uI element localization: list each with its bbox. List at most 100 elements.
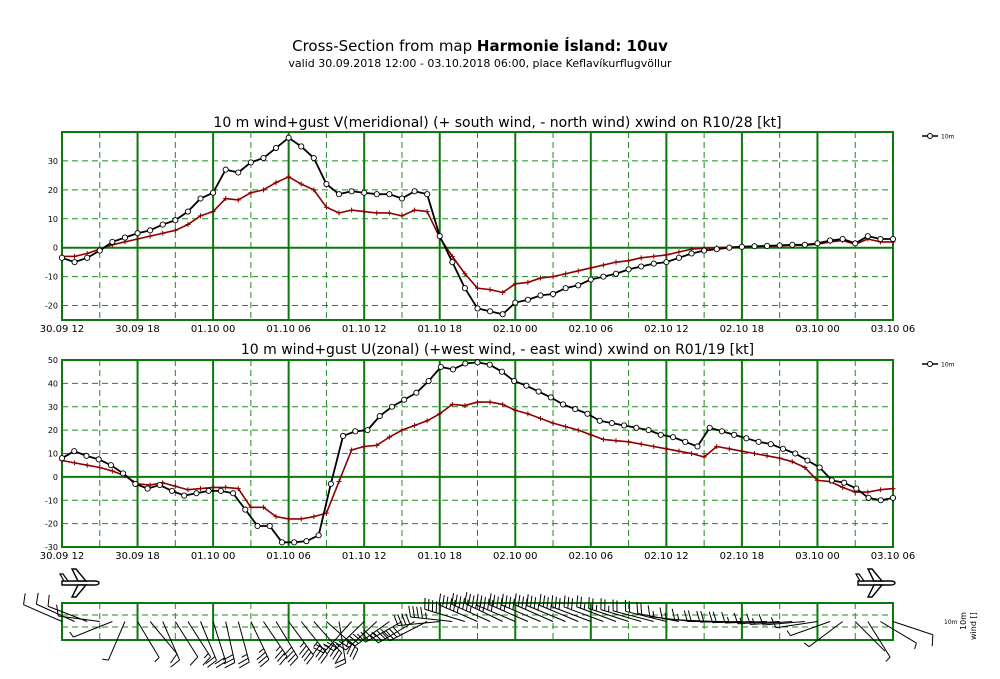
wind-series-point <box>755 438 762 445</box>
wind-barb-feather <box>492 594 496 607</box>
wind-series-point <box>738 243 745 250</box>
wind-barb-feather <box>336 643 347 651</box>
gust-series-point <box>563 271 569 277</box>
wind-barb-half-feather <box>885 656 891 662</box>
gust-series-point <box>412 207 418 213</box>
wind-series-point <box>537 292 544 299</box>
wind-barb-half-feather <box>275 646 281 652</box>
wind-series-point <box>839 235 846 243</box>
gust-series-point <box>311 187 317 193</box>
wind-series-point <box>217 487 224 494</box>
wind-barb-feather <box>329 646 337 657</box>
wind-barb-staff <box>762 621 805 626</box>
wind-barb-feather <box>258 655 268 664</box>
wind-barb-feather <box>285 650 295 660</box>
gust-series-point <box>726 446 732 452</box>
wind-barb <box>854 621 886 652</box>
wind-barb-staff <box>73 621 113 638</box>
wind-barb <box>137 621 160 663</box>
wind-barb-feather <box>746 613 751 625</box>
wind-barb-feather <box>283 646 293 656</box>
wind-series-point <box>731 431 738 438</box>
gust-series-point <box>198 486 203 492</box>
wind-barb-feather <box>256 651 266 661</box>
wind-series-point <box>235 169 242 176</box>
gust-series-point <box>286 516 292 522</box>
wind-barb <box>174 621 199 666</box>
wind-series-point <box>134 230 141 237</box>
wind-barb <box>275 621 299 667</box>
wind-barb-feather <box>324 644 335 652</box>
gust-series-point <box>613 438 619 444</box>
wind-barb-staff <box>737 621 780 625</box>
wind-barb <box>381 621 428 642</box>
wind-barb-half-feather <box>583 603 586 610</box>
wind-barb <box>600 598 642 622</box>
wind-barb-staff <box>345 621 378 651</box>
wind-barb-feather <box>700 610 705 623</box>
wind-barb <box>746 613 793 625</box>
wind-barb-staff <box>514 604 554 622</box>
wind-barb-feather <box>683 610 688 622</box>
gust-series-point <box>311 514 317 520</box>
wind-series-point <box>779 445 787 452</box>
wind-series-point <box>71 259 78 266</box>
wind-barb <box>438 593 478 622</box>
wind-barb-feather <box>512 598 515 610</box>
wind-barb-half-feather <box>258 648 265 653</box>
wind-barb <box>551 595 591 622</box>
wind-barb-feather <box>462 597 465 610</box>
wind-series-point <box>776 242 783 249</box>
wind-barb <box>324 621 365 652</box>
wind-series-point <box>675 254 683 261</box>
gust-series-point <box>273 514 279 520</box>
gust-series-point <box>877 487 883 493</box>
wind-barb-feather <box>352 649 359 660</box>
barb-quantity-label-line1: 10m <box>959 612 968 630</box>
wind-series-point <box>625 266 632 273</box>
wind-barb <box>803 621 843 648</box>
airplane-wings <box>70 568 88 598</box>
x-tick-label: 30.09 18 <box>115 324 160 335</box>
wind-series-point <box>792 450 799 457</box>
wind-barb-feather <box>517 594 521 607</box>
wind-barb-feather <box>56 604 59 617</box>
wind-barb-feather <box>408 605 412 618</box>
wind-barb-feather <box>640 602 643 615</box>
gust-series-point <box>361 443 367 449</box>
wind-barb-feather <box>442 595 445 607</box>
gust-series-point <box>626 439 632 445</box>
wind-barb <box>880 621 917 650</box>
gust-series-point <box>286 174 292 180</box>
wind-barb-feather <box>712 611 717 623</box>
gust-series-point <box>449 253 455 259</box>
wind-barb-feather <box>35 592 39 605</box>
wind-barb-staff <box>551 606 591 622</box>
wind-series-point <box>109 238 116 245</box>
wind-barb-half-feather <box>241 653 248 658</box>
wind-barb <box>300 621 328 664</box>
wind-series-point <box>498 368 505 375</box>
barb-quantity-label-line2: wind [] <box>969 612 978 640</box>
gust-series-point <box>890 486 896 492</box>
wind-barb-feather <box>476 593 479 606</box>
wind-barb-half-feather <box>676 613 680 621</box>
x-tick-label: 02.10 00 <box>493 324 538 335</box>
wind-barb-half-feather <box>69 631 74 638</box>
wind-barb-half-feather <box>154 657 160 663</box>
wind-barb-feather <box>381 631 391 642</box>
barb-level-label: 10m <box>944 619 958 626</box>
wind-barb-staff <box>588 608 629 622</box>
wind-barb-half-feather <box>664 612 667 620</box>
gust-series-point <box>537 415 543 421</box>
wind-barb-feather <box>721 611 726 624</box>
wind-series-point <box>242 506 249 513</box>
wind-series-point <box>437 363 444 371</box>
gust-series-point <box>97 465 103 471</box>
y-tick-label: 40 <box>48 379 58 388</box>
wind-series-point <box>562 285 569 292</box>
main-title: Cross-Section from map Harmonie Ísland: … <box>0 36 960 56</box>
gust-series-point <box>374 210 380 216</box>
wind-series-point <box>726 244 733 251</box>
x-tick-label: 02.10 12 <box>644 551 689 562</box>
